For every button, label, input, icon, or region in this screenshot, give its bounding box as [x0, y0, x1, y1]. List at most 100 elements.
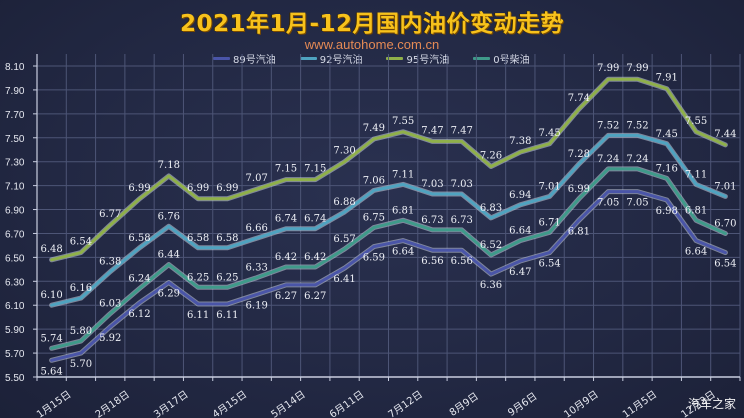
data-label: 6.94: [509, 190, 531, 201]
data-label: 5.64: [41, 366, 63, 377]
series-line[interactable]: [50, 77, 727, 262]
data-label: 6.11: [187, 310, 209, 321]
data-label: 6.66: [246, 223, 268, 234]
data-label: 6.38: [99, 257, 121, 268]
data-label: 6.41: [333, 274, 355, 285]
data-label: 7.47: [421, 125, 443, 136]
legend-swatch-0-icon: [473, 57, 491, 60]
legend-item-95[interactable]: 95号汽油: [386, 51, 449, 66]
data-label: 5.74: [41, 333, 63, 344]
data-label: 6.75: [363, 212, 385, 223]
chart-subtitle: www.autohome.com.cn: [304, 37, 440, 52]
y-tick-label: 5.70: [5, 349, 25, 360]
data-label: 6.58: [216, 233, 238, 244]
data-label: 6.70: [714, 218, 736, 229]
legend-item-89[interactable]: 89号汽油: [213, 51, 276, 66]
data-label: 6.81: [568, 226, 590, 237]
series-line[interactable]: [50, 190, 727, 362]
data-label: 6.74: [304, 214, 326, 225]
data-label: 7.11: [685, 169, 707, 180]
legend-label: 89号汽油: [233, 55, 276, 66]
data-label: 6.16: [70, 283, 92, 294]
data-label: 7.99: [626, 63, 648, 74]
data-label: 6.12: [128, 309, 150, 320]
data-label: 6.99: [128, 183, 150, 194]
legend-label: 92号汽油: [319, 55, 363, 66]
data-label: 6.56: [451, 256, 473, 267]
legend-swatch-95-icon: [386, 57, 404, 60]
data-label: 6.57: [333, 234, 355, 245]
data-label: 7.15: [275, 164, 297, 175]
data-label: 6.25: [216, 272, 238, 283]
legend-item-0[interactable]: 0号柴油: [473, 51, 530, 66]
data-label: 6.24: [128, 273, 150, 284]
data-label: 7.01: [714, 181, 736, 192]
x-tick-label: 4月15日: [210, 388, 249, 418]
data-label: 6.44: [158, 250, 180, 261]
data-label: 7.45: [538, 128, 560, 139]
x-tick-label: 7月12日: [386, 388, 425, 418]
data-label: 6.42: [275, 252, 297, 263]
data-label: 6.29: [158, 289, 180, 300]
data-label: 6.83: [480, 203, 502, 214]
data-label: 6.52: [480, 240, 502, 251]
x-tick-label: 11月5日: [620, 388, 659, 418]
data-label: 7.24: [626, 154, 648, 165]
data-label: 5.70: [70, 359, 92, 370]
y-tick-label: 7.90: [5, 86, 25, 97]
y-tick-label: 6.10: [5, 301, 25, 312]
data-label: 6.64: [685, 247, 707, 258]
series-line[interactable]: [50, 167, 727, 350]
y-tick-label: 7.70: [5, 110, 25, 121]
data-label: 7.16: [656, 163, 678, 174]
legend-item-92[interactable]: 92号汽油: [299, 51, 363, 66]
y-tick-label: 5.90: [5, 325, 25, 336]
data-label: 7.01: [538, 181, 560, 192]
data-label: 7.52: [597, 120, 619, 131]
data-labels: 5.64 5.70 5.92 6.12 6.29 6.11 6.11 6.19 6.27 6.27…: [41, 63, 737, 377]
data-label: 5.80: [70, 326, 92, 337]
data-label: 6.59: [363, 253, 385, 264]
data-label: 6.73: [421, 215, 443, 226]
data-label: 7.49: [363, 123, 385, 134]
y-tick-label: 5.50: [5, 373, 25, 384]
data-label: 6.27: [304, 291, 326, 302]
data-label: 7.18: [158, 160, 180, 171]
legend-swatch-92-icon: [299, 57, 317, 60]
data-label: 6.03: [99, 299, 121, 310]
data-label: 6.98: [656, 206, 678, 217]
data-label: 7.24: [597, 154, 619, 165]
data-label: 5.92: [99, 333, 121, 344]
data-label: 7.47: [451, 125, 473, 136]
y-tick-label: 8.10: [5, 62, 25, 73]
data-label: 6.47: [509, 267, 531, 278]
data-label: 6.36: [480, 280, 502, 291]
y-tick-label: 6.50: [5, 253, 25, 264]
chart-series: [49, 76, 728, 363]
watermark-logo: 汽车之家: [687, 397, 736, 411]
data-label: 6.10: [41, 290, 63, 301]
data-label: 7.06: [363, 175, 385, 186]
data-label: 6.11: [216, 310, 238, 321]
y-axis: 5.50 5.70 5.90 6.10 6.30 6.50 6.70 6.90 7.10 7.30…: [5, 54, 38, 384]
data-label: 6.88: [333, 197, 355, 208]
data-label: 7.38: [509, 136, 531, 147]
data-label: 6.99: [187, 183, 209, 194]
data-label: 6.33: [246, 263, 268, 274]
data-label: 6.74: [275, 214, 297, 225]
data-label: 6.54: [70, 237, 92, 248]
data-label: 7.55: [392, 116, 414, 127]
data-label: 7.30: [333, 146, 355, 157]
x-tick-label: 10月9日: [562, 388, 601, 418]
data-label: 6.71: [538, 217, 560, 228]
data-label: 6.42: [304, 252, 326, 263]
x-axis: 1月15日 2月18日 3月17日 4月15日 5月14日 6月11日 7月12日 8月9日 9…: [34, 376, 741, 418]
data-label: 7.44: [714, 129, 736, 140]
data-label: 6.76: [158, 211, 180, 222]
data-label: 6.58: [187, 233, 209, 244]
series-line[interactable]: [50, 133, 727, 307]
legend-label: 95号汽油: [406, 55, 450, 66]
data-label: 7.05: [597, 198, 619, 209]
data-label: 7.03: [451, 179, 473, 190]
